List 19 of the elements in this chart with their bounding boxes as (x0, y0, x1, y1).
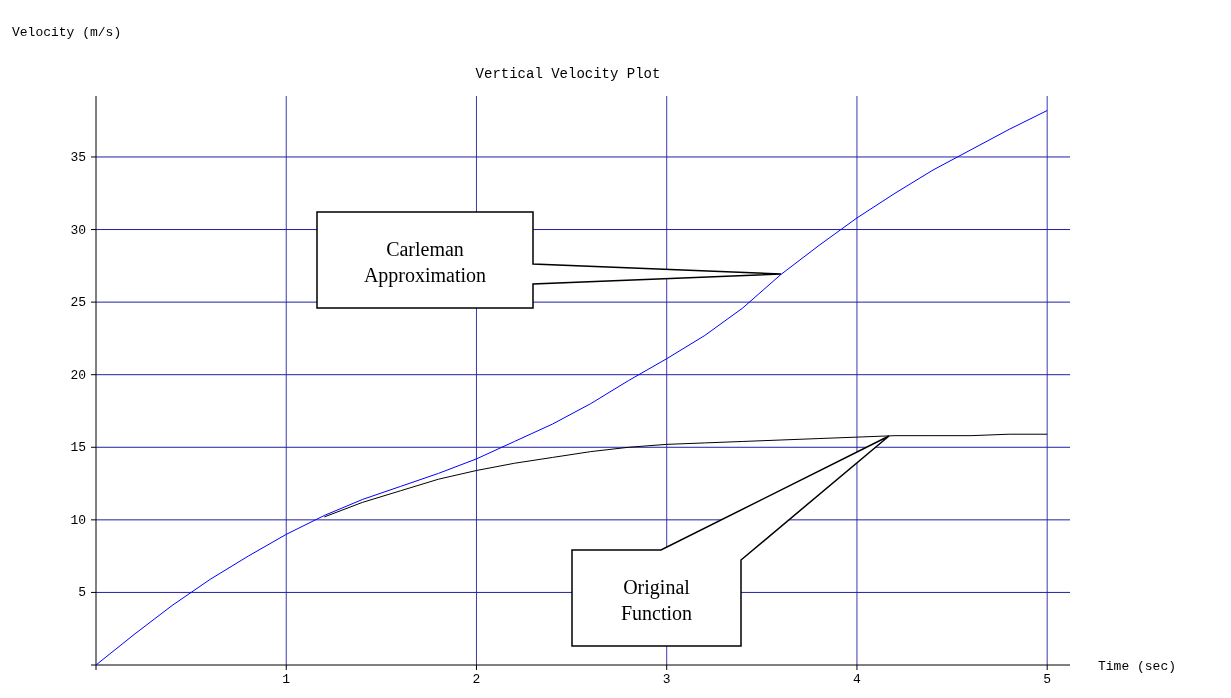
chart-title: Vertical Velocity Plot (475, 66, 661, 82)
x-tick-label: 5 (1043, 672, 1052, 687)
y-tick-label: 35 (70, 149, 86, 165)
y-tick-label: 25 (70, 295, 86, 311)
line-series (323, 433, 1048, 518)
y-tick-label: 20 (70, 367, 86, 383)
y-tick-label: 5 (78, 585, 86, 601)
y-axis-title: Velocity (m/s) (12, 25, 122, 40)
annotation: Carleman Approximation (363, 238, 487, 287)
y-tick-label: 10 (70, 512, 86, 528)
line-series (95, 110, 1048, 666)
y-tick-label: 30 (70, 222, 86, 238)
y-tick-label: 15 (70, 440, 86, 456)
x-tick-label: 4 (853, 672, 862, 687)
annotation: Original Function (620, 576, 693, 624)
x-axis-title: Time (sec) (1098, 659, 1177, 674)
x-tick-label: 1 (282, 672, 291, 687)
x-tick-label: 2 (472, 672, 481, 687)
x-tick-label: 3 (662, 672, 671, 687)
